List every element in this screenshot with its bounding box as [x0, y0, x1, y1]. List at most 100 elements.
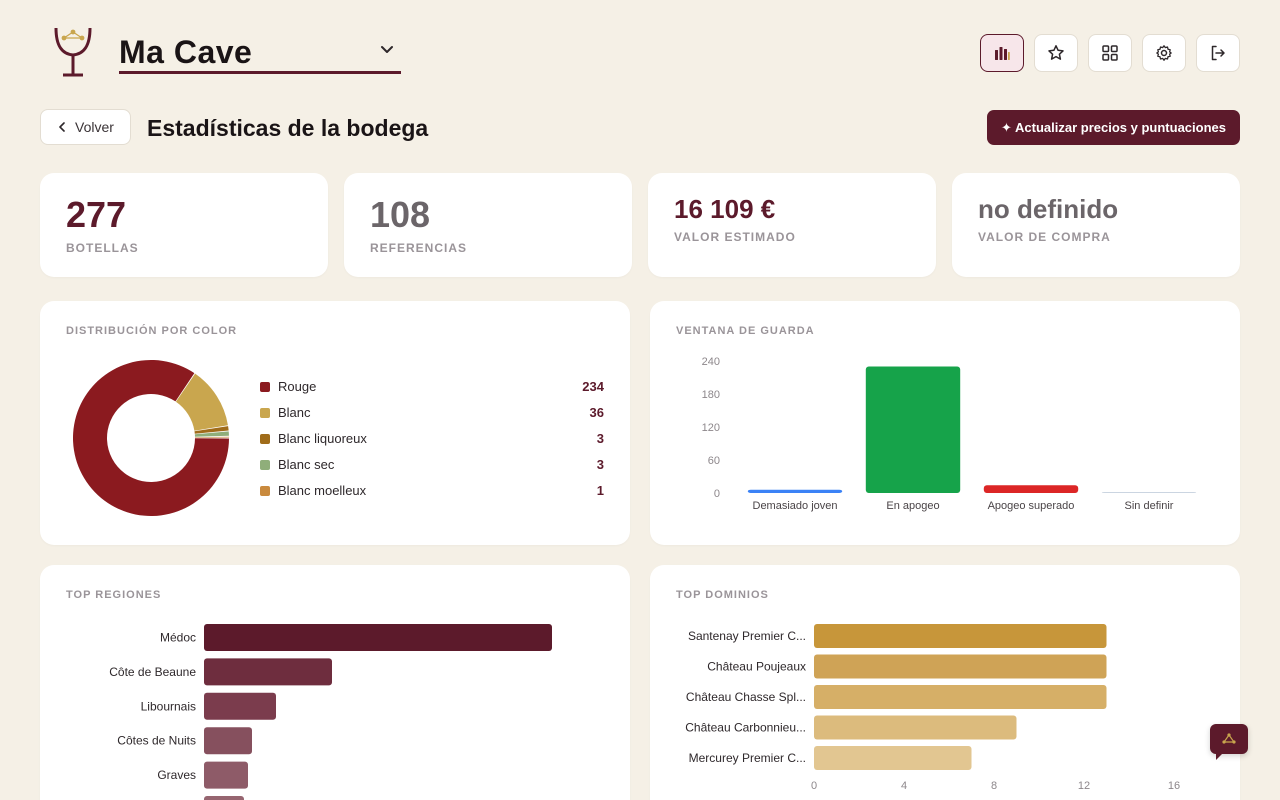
bottles-value: 277 — [66, 194, 127, 235]
y-tick-label: 180 — [702, 389, 720, 401]
legend-label: Rouge — [278, 379, 317, 394]
purchase-value: no definido — [978, 194, 1119, 224]
legend-count: 1 — [596, 483, 604, 498]
category-label: Libournais — [141, 699, 196, 713]
top-regions-card: TOP REGIONES Médoc Côte de Beaune Libourna… — [40, 565, 630, 800]
logout-icon — [1211, 45, 1225, 61]
app-header: Ma Cave — [0, 0, 1280, 100]
cellar-selector[interactable]: Ma Cave — [119, 32, 401, 74]
bottles-label: BOTELLAS — [66, 241, 139, 255]
legend-label: Blanc moelleux — [278, 483, 367, 498]
legend-item-blanc-liquoreux: Blanc liquoreux 3 — [260, 429, 604, 449]
legend-swatch — [260, 382, 270, 392]
bar-1 — [814, 624, 1107, 648]
category-label: Côte de Beaune — [109, 665, 196, 679]
bar-4 — [204, 727, 252, 755]
aging-window-card: VENTANA DE GUARDA 0 60 120 180 240 Demasiado … — [650, 301, 1240, 545]
bar-3 — [983, 485, 1079, 493]
bar-3 — [204, 692, 276, 720]
aging-window-title: VENTANA DE GUARDA — [676, 325, 815, 337]
estimated-label: VALOR ESTIMADO — [674, 230, 796, 244]
x-tick-label: Sin definir — [1125, 500, 1174, 512]
bar-6 — [204, 796, 244, 800]
bar-1 — [204, 624, 552, 651]
donut-slice-1 — [73, 360, 229, 516]
legend-count: 3 — [596, 431, 604, 446]
category-label: Santenay Premier C... — [688, 629, 806, 643]
legend-item-blanc: Blanc 36 — [260, 403, 604, 423]
legend-item-rouge: Rouge 234 — [260, 377, 604, 397]
x-tick-label: 8 — [991, 780, 997, 792]
category-label: Château Chasse Spl... — [686, 690, 806, 704]
favorites-button[interactable] — [1034, 34, 1078, 72]
top-domains-title: TOP DOMINIOS — [676, 589, 769, 601]
stats-button[interactable] — [980, 34, 1024, 72]
donut-slice-4 — [194, 431, 229, 437]
donut-slice-2 — [175, 373, 228, 431]
aging-window-chart: 0 60 120 180 240 Demasiado joven En apogeo Apog… — [702, 356, 1197, 512]
stat-card-references: 108 REFERENCIAS — [344, 173, 632, 277]
bar-5 — [204, 761, 248, 789]
legend-swatch — [260, 486, 270, 496]
legend-count: 234 — [582, 379, 604, 394]
legend-swatch — [260, 434, 270, 444]
bar-5 — [814, 746, 972, 770]
y-tick-label: 60 — [708, 455, 720, 467]
stat-card-purchase-value: no definido VALOR DE COMPRA — [952, 173, 1240, 277]
bar-3 — [814, 685, 1107, 709]
color-donut-chart — [73, 360, 229, 516]
update-prices-button[interactable]: ✦ Actualizar precios y puntuaciones — [987, 110, 1240, 145]
x-tick-label: Demasiado joven — [753, 500, 838, 512]
donut-slice-3 — [194, 426, 229, 434]
top-regions-title: TOP REGIONES — [66, 589, 162, 601]
references-label: REFERENCIAS — [370, 241, 468, 255]
legend-label: Blanc liquoreux — [278, 431, 367, 446]
x-tick-label: 12 — [1078, 780, 1090, 792]
legend-count: 3 — [596, 457, 604, 472]
legend-swatch — [260, 460, 270, 470]
settings-button[interactable] — [1142, 34, 1186, 72]
category-label: Château Poujeaux — [707, 660, 806, 674]
page-title: Estadísticas de la bodega — [147, 115, 429, 141]
bar-2 — [865, 366, 961, 493]
donut-slice-5 — [194, 436, 229, 438]
x-tick-label: 4 — [901, 780, 907, 792]
logout-button[interactable] — [1196, 34, 1240, 72]
color-distribution-title: DISTRIBUCIÓN POR COLOR — [66, 325, 238, 337]
category-label: Graves — [157, 768, 196, 782]
chevron-left-icon — [59, 122, 65, 132]
star-icon — [1048, 45, 1064, 60]
stat-card-bottles: 277 BOTELLAS — [40, 173, 328, 277]
category-label: Côtes de Nuits — [117, 734, 196, 748]
grid-view-button[interactable] — [1088, 34, 1132, 72]
y-tick-label: 240 — [702, 356, 720, 368]
bar-4 — [1101, 492, 1197, 493]
back-button[interactable]: Volver — [40, 109, 131, 145]
top-regions-chart: Médoc Côte de Beaune Libournais Côtes de Nu… — [109, 624, 552, 800]
grid-icon — [1102, 45, 1118, 61]
bar-2 — [204, 658, 332, 686]
references-value: 108 — [370, 194, 431, 235]
category-label: Mercurey Premier C... — [689, 751, 806, 765]
stats-icon — [995, 47, 1010, 60]
estimated-value: 16 109 € — [674, 194, 776, 224]
chevron-down-icon — [381, 46, 393, 53]
y-tick-label: 120 — [702, 422, 720, 434]
legend-item-blanc-moelleux: Blanc moelleux 1 — [260, 481, 604, 501]
legend-label: Blanc — [278, 405, 311, 420]
x-tick-label: Apogeo superado — [988, 500, 1075, 512]
y-tick-label: 0 — [714, 488, 720, 500]
bar-1 — [747, 489, 843, 493]
bar-2 — [814, 654, 1107, 679]
category-label: Château Carbonnieu... — [685, 721, 806, 735]
back-label: Volver — [75, 119, 114, 135]
category-label: Médoc — [160, 631, 196, 645]
legend-swatch — [260, 408, 270, 418]
color-distribution-card: DISTRIBUCIÓN POR COLOR Rouge 234 Blanc 3… — [40, 301, 630, 545]
gear-icon — [1156, 45, 1172, 61]
legend-item-blanc-sec: Blanc sec 3 — [260, 455, 604, 475]
top-domains-card: TOP DOMINIOS Santenay Premier C... Châtea… — [650, 565, 1240, 800]
assistant-chat-button[interactable] — [1210, 724, 1248, 760]
legend-count: 36 — [589, 405, 604, 420]
top-domains-chart: Santenay Premier C... Château Poujeaux Châ… — [685, 624, 1180, 792]
